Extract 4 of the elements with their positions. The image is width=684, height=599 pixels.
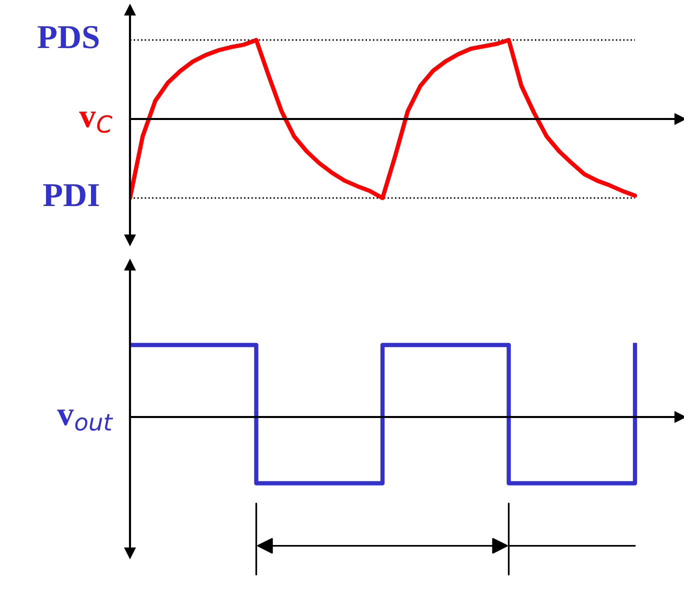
y-axis-title: v$_{C}$ <box>79 112 112 133</box>
ref-line-label: PDI <box>43 184 99 206</box>
ref-line-label: PDS <box>38 26 99 48</box>
y-axis-title: v$_{out}$ <box>57 410 114 431</box>
